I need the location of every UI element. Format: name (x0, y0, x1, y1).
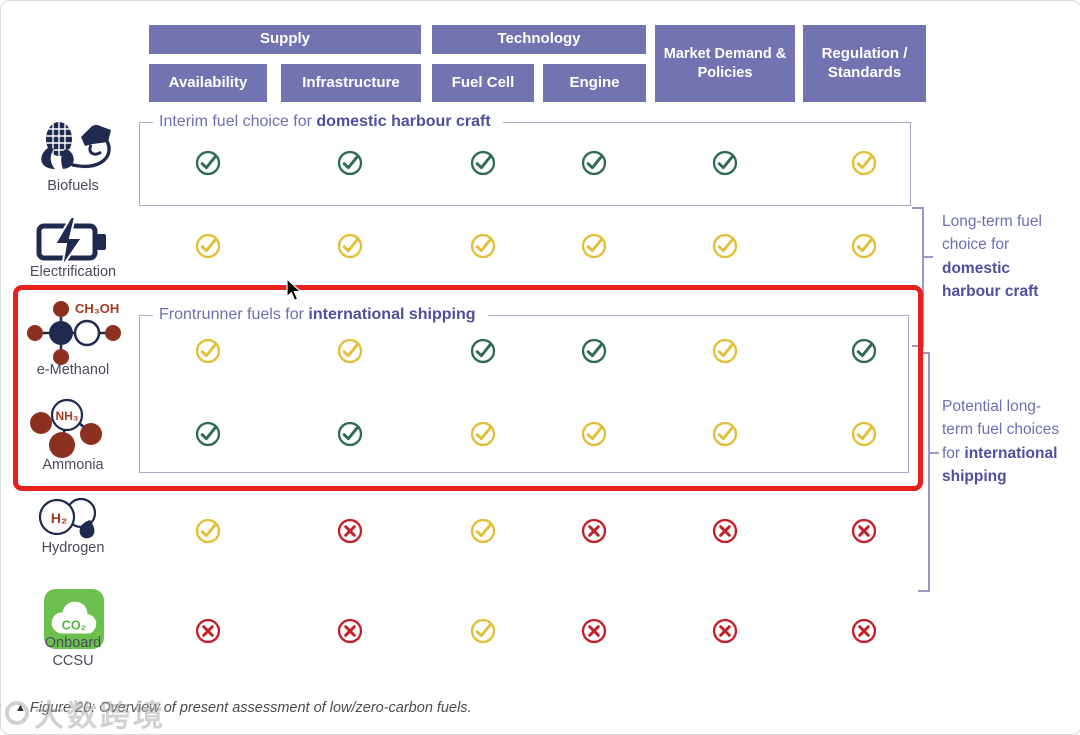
red-cross-icon (336, 517, 364, 545)
yellow-check-icon (850, 149, 878, 177)
fuel-label-e-methanol: e-Methanol (36, 362, 110, 378)
column-header-availability: Availability (149, 64, 267, 102)
fuel-label-ammonia: Ammonia (42, 457, 104, 473)
column-header-market-demand: Market Demand & Policies (655, 25, 795, 102)
fuel-label-electrification: Electrification (29, 264, 117, 280)
column-header-regulation: Regulation / Standards (803, 25, 926, 102)
red-cross-icon (850, 517, 878, 545)
ammonia-formula-label: NH₃ (56, 409, 79, 423)
green-check-icon (469, 337, 497, 365)
hydrogen-cloud-icon: H₂ (31, 491, 113, 549)
yellow-check-icon (194, 232, 222, 260)
fuel-label-onboard-ccsu: Onboard CCSU (44, 635, 102, 670)
yellow-check-icon (850, 232, 878, 260)
interim-fuel-box (139, 122, 911, 206)
yellow-check-icon (711, 420, 739, 448)
column-header-infrastructure: Infrastructure (281, 64, 421, 102)
yellow-check-icon (469, 517, 497, 545)
right-label-domestic-text: Long-term fuel choice for (942, 213, 1042, 254)
red-cross-icon (194, 617, 222, 645)
interim-title-text: Interim fuel choice for (159, 113, 317, 130)
frontrunner-title-text: Frontrunner fuels for (159, 306, 309, 323)
red-cross-icon (580, 517, 608, 545)
yellow-check-icon (711, 232, 739, 260)
frontrunner-box-title: Frontrunner fuels for international ship… (153, 306, 488, 324)
bracket-international-top-hook (918, 352, 929, 354)
yellow-check-icon (580, 420, 608, 448)
yellow-check-icon (711, 337, 739, 365)
bracket-international-tick (930, 452, 939, 454)
yellow-check-icon (850, 420, 878, 448)
right-label-international-bold: international shipping (942, 444, 1058, 485)
bracket-domestic-top-hook (912, 207, 923, 209)
yellow-check-icon (194, 517, 222, 545)
methanol-molecule-icon: CH₃OH (23, 299, 131, 365)
bracket-domestic (922, 207, 924, 347)
yellow-check-icon (336, 232, 364, 260)
battery-charging-icon (29, 216, 119, 268)
green-check-icon (850, 337, 878, 365)
right-label-domestic: Long-term fuel choice for domestic harbo… (942, 210, 1070, 303)
bracket-domestic-bottom-hook (912, 345, 923, 347)
yellow-check-icon (469, 232, 497, 260)
fuel-label-biofuels: Biofuels (47, 178, 99, 194)
frontrunner-title-bold: international shipping (308, 306, 476, 323)
column-header-fuel-cell: Fuel Cell (432, 64, 534, 102)
yellow-check-icon (194, 337, 222, 365)
ammonia-molecule-icon: NH₃ (27, 397, 115, 461)
methanol-formula-label: CH₃OH (75, 301, 119, 316)
green-check-icon (194, 149, 222, 177)
column-header-engine: Engine (543, 64, 646, 102)
green-check-icon (194, 420, 222, 448)
hydrogen-formula-label: H₂ (51, 510, 67, 526)
caption-text: Figure 20: Overview of present assessmen… (29, 700, 472, 716)
yellow-check-icon (469, 617, 497, 645)
right-label-international: Potential long-term fuel choices for int… (942, 395, 1060, 488)
co2-capture-icon: CO₂ (43, 588, 105, 650)
group-header-technology: Technology (432, 25, 646, 54)
mouse-cursor-icon (286, 277, 305, 307)
figure-caption: ▲ Figure 20: Overview of present assessm… (15, 700, 472, 716)
red-cross-icon (850, 617, 878, 645)
green-check-icon (580, 337, 608, 365)
co2-formula-label: CO₂ (62, 619, 86, 633)
interim-box-title: Interim fuel choice for domestic harbour… (153, 113, 503, 131)
red-cross-icon (336, 617, 364, 645)
green-check-icon (336, 420, 364, 448)
bracket-domestic-tick (924, 256, 933, 258)
interim-title-bold: domestic harbour craft (316, 113, 491, 130)
red-cross-icon (711, 617, 739, 645)
yellow-check-icon (336, 337, 364, 365)
bracket-international (928, 352, 930, 592)
bracket-international-bottom-hook (918, 590, 929, 592)
fuel-label-hydrogen: Hydrogen (41, 540, 105, 556)
red-cross-icon (711, 517, 739, 545)
green-check-icon (580, 149, 608, 177)
group-header-supply: Supply (149, 25, 421, 54)
right-label-international-text: Potential long-term fuel choices for (942, 398, 1060, 462)
green-check-icon (336, 149, 364, 177)
green-check-icon (469, 149, 497, 177)
right-label-domestic-bold: domestic harbour craft (942, 259, 1039, 300)
green-check-icon (711, 149, 739, 177)
yellow-check-icon (469, 420, 497, 448)
biofuels-icon (29, 115, 124, 179)
frontrunner-fuel-box (139, 315, 909, 473)
caption-marker-icon: ▲ (15, 702, 26, 714)
red-cross-icon (580, 617, 608, 645)
yellow-check-icon (580, 232, 608, 260)
